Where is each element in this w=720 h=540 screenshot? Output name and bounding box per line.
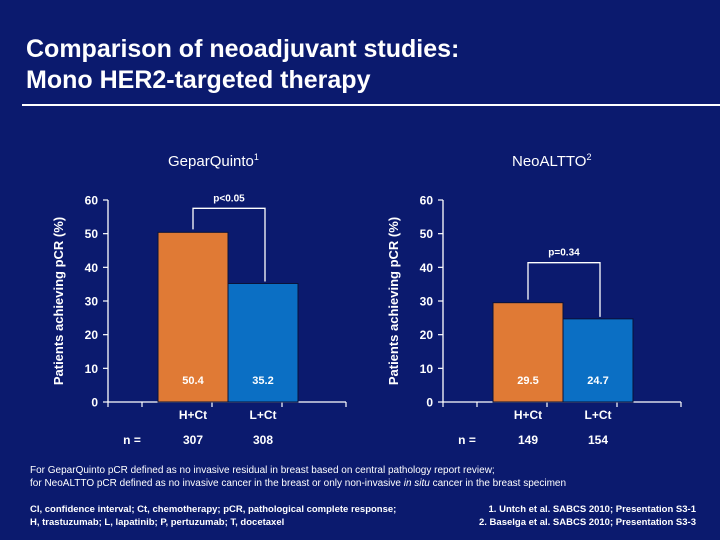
y-tick-label: 40: [420, 261, 434, 275]
n-value: 308: [253, 433, 273, 447]
chart-neoaltto: Patients achieving pCR (%) 0 10 20 30 40 50 60 2…: [386, 194, 682, 447]
y-tick-label: 20: [85, 328, 99, 342]
y-axis-label: Patients achieving pCR (%): [386, 217, 401, 385]
footnote-line1: For GeparQuinto pCR defined as no invasi…: [30, 465, 495, 476]
significance-label: p<0.05: [213, 193, 245, 204]
y-tick-label: 30: [420, 295, 434, 309]
n-value: 307: [183, 433, 203, 447]
y-tick-label: 0: [426, 396, 433, 410]
chart-title-text: NeoALTTO: [512, 153, 587, 170]
title-divider: [22, 104, 720, 106]
y-tick-label: 60: [85, 194, 99, 208]
slide-title-line2: Mono HER2-targeted therapy: [26, 66, 371, 94]
abbreviations-line1: CI, confidence interval; Ct, chemotherap…: [30, 504, 397, 515]
y-tick-label: 20: [420, 328, 434, 342]
y-tick-label: 40: [85, 261, 99, 275]
bar-value-label: 29.5: [517, 375, 538, 387]
x-category-label: H+Ct: [514, 408, 542, 422]
y-axis-label: Patients achieving pCR (%): [51, 217, 66, 385]
footnote-line2-italic: in situ: [403, 478, 430, 489]
reference-2: 2. Baselga et al. SABCS 2010; Presentati…: [478, 517, 696, 528]
y-tick-label: 60: [420, 194, 434, 208]
chart-title-geparquinto: GeparQuinto1: [168, 152, 259, 170]
bar: [227, 282, 299, 403]
chart-geparquinto: Patients achieving pCR (%) 0 10 20 30 40 50 60 5…: [51, 193, 347, 447]
abbreviations-line2: H, trastuzumab; L, lapatinib; P, pertuzu…: [30, 517, 285, 528]
n-label: n =: [123, 433, 141, 447]
abbreviations: CI, confidence interval; Ct, chemotherap…: [30, 503, 396, 529]
y-tick-label: 10: [85, 362, 99, 376]
bar: [492, 302, 564, 403]
chart-title-footnote-marker: 2: [586, 152, 592, 162]
y-tick-label: 0: [91, 396, 98, 410]
footnote-line2-pre: for NeoALTTO pCR defined as no invasive …: [30, 478, 404, 489]
y-tick-label: 10: [420, 362, 434, 376]
footnote-line2-post: cancer in the breast specimen: [429, 478, 567, 489]
x-category-label: L+Ct: [250, 408, 277, 422]
x-category-label: H+Ct: [179, 408, 207, 422]
y-tick-label: 30: [85, 295, 99, 309]
y-tick-label: 50: [420, 227, 434, 241]
x-category-label: L+Ct: [585, 408, 612, 422]
footnote-line2: for NeoALTTO pCR defined as no invasive …: [30, 477, 700, 490]
bar-value-label: 50.4: [182, 375, 204, 387]
slide-title: Comparison of neoadjuvant studies: Mono …: [26, 34, 459, 96]
significance-bracket: [192, 207, 266, 282]
chart-title-footnote-marker: 1: [253, 152, 259, 162]
significance-label: p=0.34: [548, 248, 580, 259]
slide-title-line1: Comparison of neoadjuvant studies:: [26, 35, 460, 63]
bar: [562, 318, 634, 403]
footnote: For GeparQuinto pCR defined as no invasi…: [30, 464, 700, 490]
significance-bracket: [527, 262, 601, 317]
chart-title-neoaltto: NeoALTTO2: [512, 152, 592, 170]
bar-value-label: 24.7: [587, 375, 608, 387]
n-value: 154: [588, 433, 608, 447]
y-tick-label: 50: [85, 227, 99, 241]
references: 1. Untch et al. SABCS 2010; Presentation…: [479, 503, 696, 529]
chart-title-text: GeparQuinto: [168, 153, 254, 170]
n-value: 149: [518, 433, 538, 447]
bar-value-label: 35.2: [252, 375, 273, 387]
n-label: n =: [458, 433, 476, 447]
reference-1: 1. Untch et al. SABCS 2010; Presentation…: [488, 504, 696, 515]
